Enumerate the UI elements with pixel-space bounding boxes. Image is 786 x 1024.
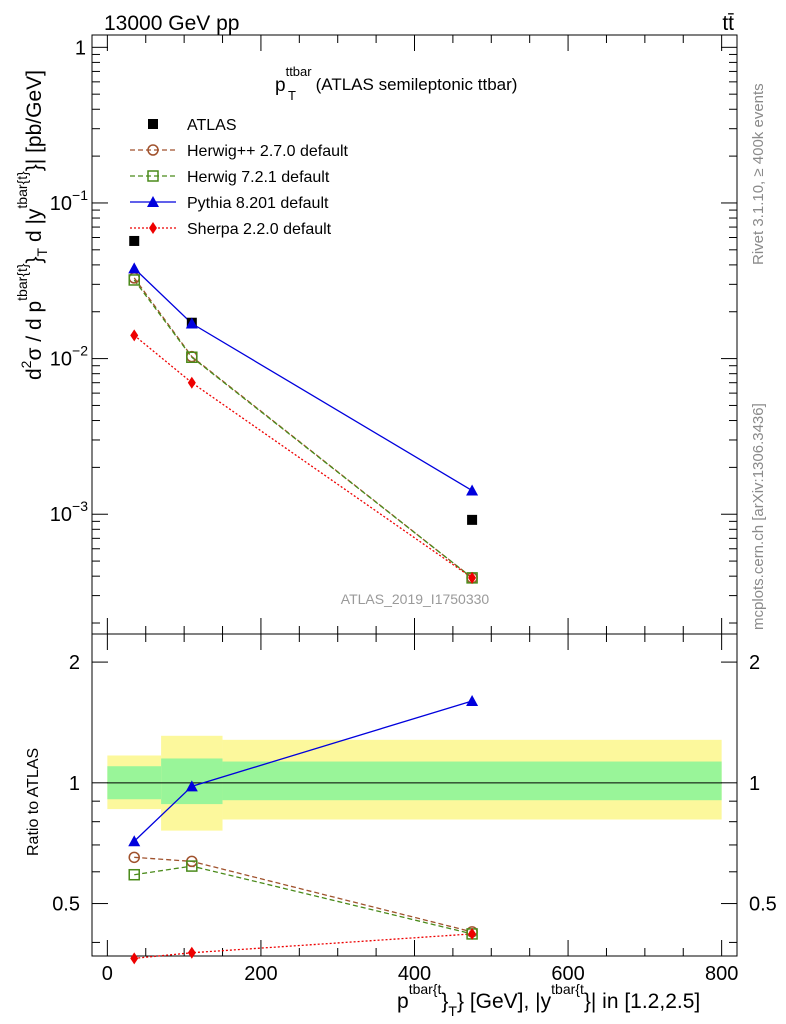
x-axis-label-part-a-sup: tbar{t — [409, 981, 442, 997]
x-axis-label-part-b-sup: tbar{t — [551, 981, 584, 997]
main-y-tick-label: 10−3 — [50, 498, 88, 526]
x-tick-label: 400 — [398, 963, 431, 985]
legend-marker-pythia-8-201-default — [147, 196, 159, 207]
legend-label-sherpa-2-2-0-default: Sherpa 2.2.0 default — [187, 221, 332, 238]
main-y-axis-label-part-b-sup: tbar{t} — [14, 263, 30, 301]
main-y-tick-label: 10−1 — [50, 187, 88, 215]
x-axis-label: ptbar{t}T} [GeV], |ytbar{t}| in [1.2,2.5… — [397, 981, 700, 1019]
ratio-y-tick-label-left: 2 — [69, 652, 80, 674]
legend-marker-sherpa-2-2-0-default — [149, 222, 157, 234]
legend-label-herwig-2-7-0-default: Herwig++ 2.7.0 default — [187, 143, 349, 160]
ratio-point-herwig-7-2-1-default — [128, 868, 140, 881]
main-series-line-herwig-2-7-0-default — [133, 277, 473, 579]
legend-marker-atlas — [148, 119, 158, 129]
main-y-axis-label-part-c: d |y — [23, 208, 46, 248]
ratio-y-tick-label-right: 1 — [749, 773, 760, 795]
x-axis-label-part-b-pre: } — [441, 990, 448, 1013]
main-point-pythia-8-201-default — [466, 484, 479, 496]
analysis-watermark: ATLAS_2019_I1750330 — [341, 591, 490, 607]
main-point-herwig-7-2-1-default — [128, 274, 140, 286]
x-tick-label: 0 — [102, 963, 113, 985]
main-y-axis-label: d2σ / d ptbar{t}}T d |ytbar{t}}| [pb/GeV… — [14, 70, 50, 380]
main-y-tick-label: 10−2 — [50, 343, 88, 371]
main-y-axis-label-part-b-sub: T — [34, 247, 50, 256]
ratio-point-herwig-2-7-0-default — [128, 851, 140, 864]
legend: ATLAS Herwig++ 2.7.0 default Herwig 7.2.1 … — [130, 117, 349, 238]
energy-label: 13000 GeV pp — [104, 12, 239, 35]
axis-ticks: 1 10−1 10−2 10−3 0 200 400 600 800 2 2 1 1 0.5 0.5 — [50, 35, 777, 985]
rivet-version-label: Rivet 3.1.10, ≥ 400k events — [750, 83, 767, 265]
main-y-tick-label: 1 — [75, 37, 86, 59]
ratio-point-herwig-7-2-1-default — [186, 860, 198, 872]
main-point-sherpa-2-2-0-default — [130, 329, 139, 342]
legend-label-pythia-8-201-default: Pythia 8.201 default — [187, 195, 329, 212]
main-y-axis-label-part-d-pre: } — [23, 256, 46, 263]
main-point-atlas — [467, 514, 478, 525]
x-tick-label: 600 — [551, 963, 584, 985]
x-axis-label-part-c: }| in [1.2,2.5] — [584, 990, 700, 1013]
ratio-point-sherpa-2-2-0-default — [130, 952, 139, 965]
ratio-inner-band-2 — [222, 761, 722, 801]
main-y-axis-label-part-a: d — [23, 368, 46, 380]
plot-title-sup: ttbar — [286, 64, 313, 79]
main-y-axis-label-part-d: }| [pb/GeV] — [23, 70, 46, 171]
main-point-pythia-8-201-default — [185, 317, 198, 329]
x-axis-label-part-a: p — [397, 990, 409, 1013]
legend-label-herwig-7-2-1-default: Herwig 7.2.1 default — [187, 169, 330, 186]
ratio-point-pythia-8-201-default — [466, 694, 479, 706]
main-series-line-herwig-7-2-1-default — [133, 279, 473, 579]
legend-marker-herwig-7-2-1-default — [147, 170, 159, 182]
plot-title-sub: T — [288, 88, 296, 103]
main-y-axis-label-part-a-sup: 2 — [18, 360, 34, 368]
ratio-y-tick-label-right: 2 — [749, 652, 760, 674]
main-point-sherpa-2-2-0-default — [187, 376, 196, 389]
main-y-axis-label-part-b: σ / d p — [23, 301, 46, 361]
main-series-line-sherpa-2-2-0-default — [133, 334, 473, 579]
plot-title: pttbar(ATLAS semileptonic ttbar) — [275, 64, 517, 96]
ratio-y-tick-label-right: 0.5 — [749, 894, 777, 916]
x-axis-label-part-b: } [GeV], |y — [457, 990, 552, 1013]
ratio-uncertainty-bands — [107, 735, 722, 831]
ratio-y-tick-label-left: 0.5 — [52, 894, 80, 916]
plot-title-main: p — [275, 75, 286, 96]
ratio-point-sherpa-2-2-0-default — [187, 946, 196, 959]
main-point-pythia-8-201-default — [128, 262, 141, 274]
ratio-point-pythia-8-201-default — [185, 780, 198, 792]
legend-marker-herwig-2-7-0-default — [147, 144, 159, 156]
plot-title-rest: (ATLAS semileptonic ttbar) — [316, 75, 518, 94]
main-point-sherpa-2-2-0-default — [468, 571, 477, 584]
process-label: tt̄ — [722, 12, 734, 35]
source-label: mcplots.cern.ch [arXiv:1306.3436] — [750, 403, 767, 630]
legend-label-atlas: ATLAS — [187, 117, 237, 134]
ratio-point-pythia-8-201-default — [128, 835, 141, 847]
x-tick-label: 200 — [244, 963, 277, 985]
ratio-y-tick-label-left: 1 — [69, 773, 80, 795]
main-point-herwig-7-2-1-default — [186, 351, 198, 364]
ratio-point-sherpa-2-2-0-default — [468, 927, 477, 940]
series-markers — [128, 235, 479, 965]
ratio-y-axis-label: Ratio to ATLAS — [25, 748, 42, 856]
main-point-atlas — [129, 235, 140, 246]
x-axis-label-part-a-sub: T — [448, 1003, 457, 1019]
x-tick-label: 800 — [705, 963, 738, 985]
main-y-axis-label-part-c-sup: tbar{t} — [14, 171, 30, 209]
